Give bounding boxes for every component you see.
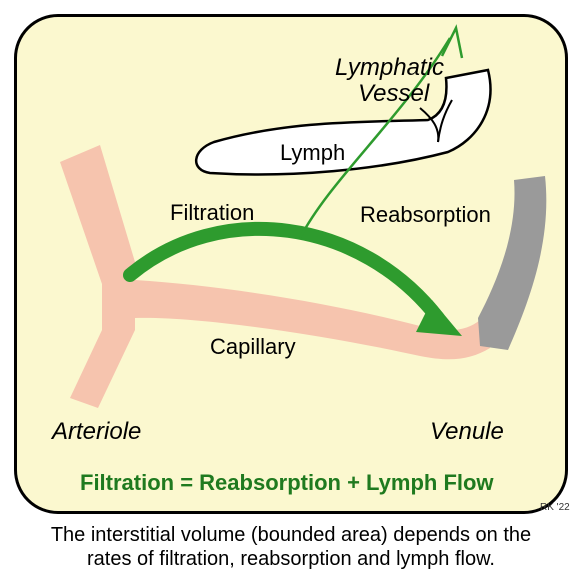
signature: RK '22: [540, 502, 570, 513]
lymphatic-vessel-label-2: Vessel: [358, 80, 429, 108]
lymphatic-vessel-label-1: Lymphatic: [335, 54, 444, 82]
caption-line-1: The interstitial volume (bounded area) d…: [0, 524, 582, 547]
equation-text: Filtration = Reabsorption + Lymph Flow: [80, 470, 494, 496]
capillary-label: Capillary: [210, 334, 296, 360]
caption-line-2: rates of filtration, reabsorption and ly…: [0, 548, 582, 571]
venule-label: Venule: [430, 418, 504, 446]
lymph-label: Lymph: [280, 140, 345, 166]
lymph-arrow-head: [442, 28, 462, 58]
arteriole-label: Arteriole: [52, 418, 141, 446]
reabsorption-label: Reabsorption: [360, 202, 491, 228]
filtration-label: Filtration: [170, 200, 254, 226]
